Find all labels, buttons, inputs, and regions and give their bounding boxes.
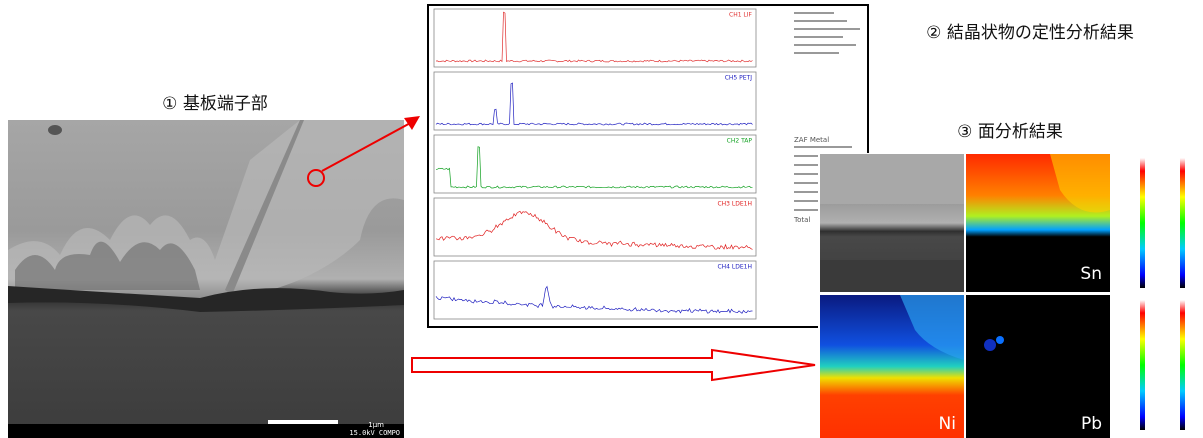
- arrow: [321, 120, 415, 172]
- spectrum-frame: [433, 8, 757, 68]
- report-line: [794, 12, 834, 14]
- element-label: Sn: [1080, 264, 1102, 284]
- spectrum-trace: [435, 285, 753, 314]
- big-arrow: [411, 348, 816, 382]
- report-line: [794, 200, 840, 202]
- sem-condition: 15.0kV COMPO: [349, 429, 400, 437]
- spectrum-frame: [433, 71, 757, 131]
- spectrum-frame: [433, 260, 757, 320]
- spectra-panel: ZAF Metal Total CH1 LIF CH5 PETJ CH2 TAP CH…: [427, 4, 869, 328]
- channel-label: CH4 LDE1H: [717, 264, 752, 271]
- report-line: [794, 28, 860, 30]
- map-panel: Sn Ni Pb: [818, 153, 1203, 438]
- spectrum-trace: [435, 82, 753, 126]
- scale-label: 1μm: [368, 421, 384, 429]
- arrowhead: [404, 116, 420, 130]
- channel-label: CH2 TAP: [727, 138, 753, 145]
- element-label: Pb: [1081, 414, 1102, 434]
- report-line: [794, 44, 856, 46]
- spectrum-frame: [433, 197, 757, 257]
- spectrum-trace: [435, 210, 753, 250]
- element-label: Ni: [939, 414, 956, 434]
- channel-label: CH3 LDE1H: [717, 201, 752, 208]
- report-line: [794, 155, 835, 157]
- spectrum-trace: [435, 146, 753, 189]
- label: ① 基板端子部: [162, 94, 268, 114]
- report-line: [794, 20, 847, 22]
- channel-label: CH1 LIF: [729, 12, 753, 19]
- spectrum-frame: [433, 134, 757, 194]
- sem-image: 1μm 15.0kV COMPO: [8, 120, 404, 438]
- report-text: ZAF Metal: [794, 136, 829, 144]
- channel-label: CH5 PETJ: [725, 75, 753, 82]
- label: ② 結晶状物の定性分析結果: [926, 23, 1134, 43]
- report-line: [794, 36, 843, 38]
- label: ③ 面分析結果: [957, 122, 1063, 142]
- report-line: [794, 52, 839, 54]
- spectrum-trace: [435, 11, 753, 63]
- report-text: Total: [793, 216, 810, 224]
- report-line: [794, 146, 852, 148]
